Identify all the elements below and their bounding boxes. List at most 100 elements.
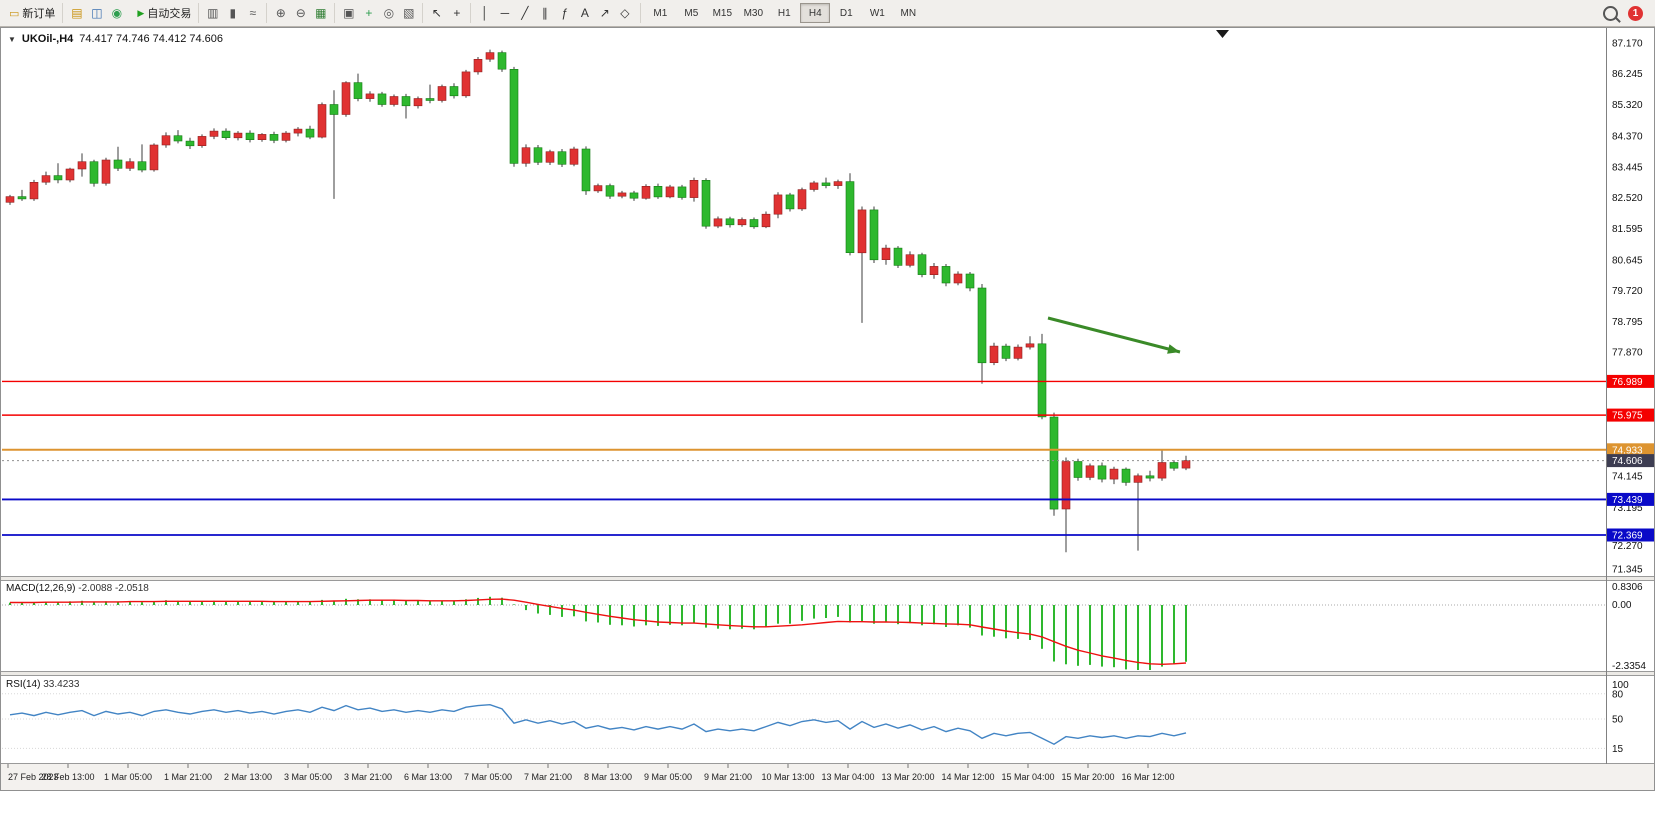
price-axis[interactable]: 87.170 86.245 85.320 84.370 83.445 82.520 81.5… — [1606, 27, 1655, 764]
timeframe-d1-button[interactable]: D1 — [839, 7, 853, 19]
notification-badge[interactable]: 1 — [1628, 5, 1643, 21]
svg-text:74.933: 74.933 — [1612, 445, 1643, 456]
macd-panel — [2, 596, 1606, 670]
search-icon[interactable] — [1603, 5, 1618, 21]
timeframe-m30-button[interactable]: M30 — [743, 7, 764, 19]
svg-text:79.720: 79.720 — [1612, 286, 1643, 297]
svg-text:73.195: 73.195 — [1612, 503, 1643, 514]
svg-text:74.606: 74.606 — [1612, 456, 1643, 467]
bar-chart-icon[interactable]: ▥ — [207, 6, 219, 20]
svg-text:72.369: 72.369 — [1612, 531, 1643, 542]
toolbar-group: │ ─ ╱ ∥ ƒ A ↗ ◇ — [470, 3, 638, 23]
svg-text:83.445: 83.445 — [1612, 162, 1643, 173]
macd-label: MACD(12,26,9) -2.0088 -2.0518 — [6, 583, 149, 594]
fibonacci-icon[interactable]: ƒ — [561, 6, 569, 20]
svg-text:1 Mar 05:00: 1 Mar 05:00 — [104, 772, 152, 782]
toolbar-right: 1 — [1603, 5, 1651, 21]
new-order-icon: ▭ — [9, 7, 20, 20]
svg-text:0.00: 0.00 — [1612, 600, 1632, 611]
svg-text:9 Mar 05:00: 9 Mar 05:00 — [644, 772, 692, 782]
horizontal-lines-layer — [2, 380, 1606, 536]
rsi-indicator-value: 33.4233 — [43, 679, 80, 690]
line-chart-icon[interactable]: ≈ — [249, 6, 257, 20]
svg-text:27 Feb 2023: 27 Feb 2023 — [8, 772, 59, 782]
svg-text:84.370: 84.370 — [1612, 132, 1643, 143]
horizontal-line-icon[interactable]: ─ — [500, 6, 510, 20]
svg-text:1 Mar 21:00: 1 Mar 21:00 — [164, 772, 212, 782]
timeframe-h1-button[interactable]: H1 — [777, 7, 791, 19]
svg-text:15 Mar 20:00: 15 Mar 20:00 — [1061, 772, 1114, 782]
svg-text:71.345: 71.345 — [1612, 565, 1643, 576]
profiles-icon[interactable]: ◫ — [91, 6, 103, 20]
svg-text:86.245: 86.245 — [1612, 69, 1643, 80]
arrows-tool-icon[interactable]: ↗ — [599, 6, 610, 20]
svg-text:9 Mar 21:00: 9 Mar 21:00 — [704, 772, 752, 782]
timeframe-h4-button[interactable]: H4 — [800, 3, 831, 23]
timeframe-m5-button[interactable]: M5 — [684, 7, 699, 19]
channel-icon[interactable]: ∥ — [541, 6, 548, 20]
svg-text:6 Mar 13:00: 6 Mar 13:00 — [404, 772, 452, 782]
svg-text:80: 80 — [1612, 689, 1624, 700]
toolbar-group: ↖ + — [422, 3, 470, 23]
svg-text:85.320: 85.320 — [1612, 100, 1643, 111]
window-icons-group: ▤ ◫ ◉ — [62, 3, 130, 23]
svg-text:13 Mar 04:00: 13 Mar 04:00 — [821, 772, 874, 782]
svg-text:73.439: 73.439 — [1612, 495, 1643, 506]
cursor-icon[interactable]: ↖ — [431, 6, 442, 20]
svg-text:72.270: 72.270 — [1612, 541, 1643, 552]
zoom-out-icon[interactable]: ⊖ — [295, 6, 306, 20]
candlestick-chart-icon[interactable]: ▮ — [229, 6, 237, 20]
svg-text:50: 50 — [1612, 715, 1624, 726]
new-order-label: 新订单 — [22, 8, 56, 20]
svg-text:15 Mar 04:00: 15 Mar 04:00 — [1001, 772, 1054, 782]
chart-title: ▼ UKOil-,H4 74.417 74.746 74.412 74.606 — [8, 33, 223, 45]
text-label-icon[interactable]: A — [580, 6, 589, 20]
shapes-icon[interactable]: ◇ — [620, 6, 630, 20]
svg-text:-2.3354: -2.3354 — [1612, 661, 1646, 672]
svg-text:10 Mar 13:00: 10 Mar 13:00 — [761, 772, 814, 782]
svg-text:78.795: 78.795 — [1612, 317, 1643, 328]
autotrading-play-icon: ▶ — [137, 7, 145, 18]
svg-text:14 Mar 12:00: 14 Mar 12:00 — [941, 772, 994, 782]
autotrading-label: 自动交易 — [147, 8, 192, 20]
autotrading-button[interactable]: ▶ 自动交易 — [132, 3, 196, 23]
zoom-in-icon[interactable]: ⊕ — [275, 6, 286, 20]
new-order-button[interactable]: ▭ 新订单 — [4, 3, 60, 23]
main-toolbar: ▭ 新订单 ▤ ◫ ◉ ▶ 自动交易 ▥ ▮ ≈ ⊕ ⊖ ▦ ▣ + ◎ ▧ ↖ + │ ─ ╱ ∥ ƒ A ↗ ◇ M1… — [0, 0, 1655, 27]
chart-end-marker — [1216, 30, 1229, 38]
timeframe-m1-button[interactable]: M1 — [653, 7, 668, 19]
crosshair-icon[interactable]: + — [453, 6, 461, 20]
symbol-dropdown-icon[interactable]: ▼ — [8, 34, 16, 44]
market-watch-icon[interactable]: ◉ — [111, 6, 123, 20]
indicators-add-icon[interactable]: + — [365, 6, 373, 20]
timeframe-mn-button[interactable]: MN — [900, 7, 917, 19]
svg-text:81.595: 81.595 — [1612, 224, 1643, 235]
timeframe-m15-button[interactable]: M15 — [712, 7, 733, 19]
timeframe-buttons: M1 M5 M15 M30 H1 H4 D1 W1 MN — [640, 3, 927, 23]
chart-window: 27 Feb 2023 28 Feb 13:00 1 Mar 05:00 1 Mar … — [0, 27, 1655, 829]
timeframe-w1-button[interactable]: W1 — [869, 7, 885, 19]
charts-window-icon[interactable]: ▤ — [71, 6, 83, 20]
svg-text:16 Mar 12:00: 16 Mar 12:00 — [1121, 772, 1174, 782]
trendline-icon[interactable]: ╱ — [521, 6, 529, 20]
tile-windows-icon[interactable]: ▣ — [343, 6, 355, 20]
toolbar-group: ▥ ▮ ≈ — [198, 3, 266, 23]
svg-text:0.8306: 0.8306 — [1612, 582, 1643, 593]
periods-icon[interactable]: ◎ — [383, 6, 395, 20]
candlestick-layer[interactable] — [5, 49, 1191, 553]
svg-text:74.145: 74.145 — [1612, 472, 1643, 483]
svg-text:13 Mar 20:00: 13 Mar 20:00 — [881, 772, 934, 782]
vertical-line-icon[interactable]: │ — [481, 6, 489, 20]
macd-indicator-values: -2.0088 -2.0518 — [78, 583, 149, 594]
templates-icon[interactable]: ▧ — [403, 6, 415, 20]
svg-text:28 Feb 13:00: 28 Feb 13:00 — [41, 772, 94, 782]
grid-icon[interactable]: ▦ — [315, 6, 327, 20]
svg-text:8 Mar 13:00: 8 Mar 13:00 — [584, 772, 632, 782]
trend-arrow-annotation[interactable] — [1047, 316, 1181, 354]
svg-text:75.975: 75.975 — [1612, 411, 1643, 422]
toolbar-group: ▣ + ◎ ▧ — [334, 3, 422, 23]
rsi-panel — [2, 693, 1606, 749]
svg-text:3 Mar 21:00: 3 Mar 21:00 — [344, 772, 392, 782]
